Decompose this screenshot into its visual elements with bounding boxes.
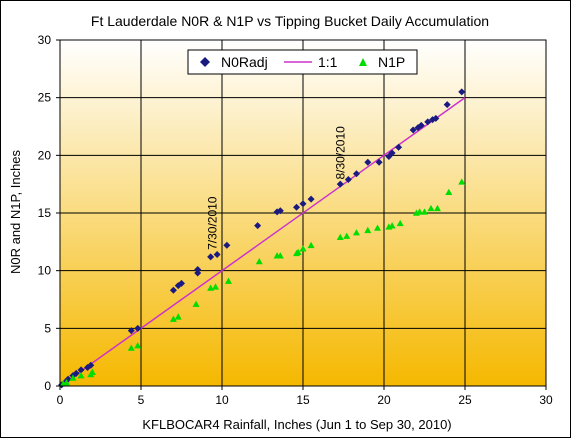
n1p-point — [134, 342, 142, 349]
n1p-point — [374, 224, 382, 231]
n1p-point — [212, 283, 220, 290]
legend-label-1to1: 1:1 — [318, 54, 338, 70]
n1p-point — [127, 344, 135, 351]
y-tick-label: 30 — [38, 33, 52, 47]
n0radj-point — [458, 88, 466, 96]
n1p-point — [174, 313, 182, 320]
n1p-point — [427, 204, 435, 212]
x-tick-label: 0 — [57, 393, 64, 407]
n1p-point — [224, 277, 232, 284]
y-tick-label: 0 — [44, 379, 51, 393]
legend-triangle-marker — [359, 58, 367, 66]
y-axis-label: N0R and N1P, Inches — [8, 149, 23, 274]
n0radj-point — [307, 195, 315, 203]
n1p-point — [352, 229, 360, 236]
n0radj-point — [417, 121, 425, 129]
annotations: 7/30/2010 8/30/2010 — [205, 126, 347, 250]
n1p-point — [169, 315, 177, 322]
n1p-point — [433, 204, 441, 212]
y-tick-label: 20 — [38, 148, 52, 162]
n1p-point — [192, 300, 200, 307]
n0radj-point — [169, 286, 177, 294]
x-tick-label: 15 — [296, 393, 310, 407]
legend-diamond-marker — [200, 57, 210, 67]
n1p-point — [276, 252, 284, 259]
n1p-point — [62, 379, 70, 386]
n0radj-point — [223, 241, 231, 249]
n0radj-point — [276, 207, 284, 215]
tick-labels: 0 5 10 15 20 25 30 0 5 10 15 20 25 30 — [38, 33, 553, 407]
n0radj-point — [443, 101, 451, 109]
n0radj-point — [388, 149, 396, 157]
n1p-point — [421, 208, 428, 215]
n1p-point — [336, 233, 344, 241]
y-tick-label: 5 — [44, 321, 51, 335]
n0radj-point — [178, 279, 185, 287]
n0radj-point — [72, 369, 80, 377]
n1p-point — [294, 248, 302, 256]
n1p-point — [445, 188, 453, 196]
y-tick-label: 10 — [38, 264, 52, 278]
legend: N0Radj 1:1 N1P — [187, 49, 418, 75]
n0radj-point — [344, 176, 352, 184]
n0radj-point — [424, 118, 432, 126]
n0radj-point — [254, 222, 262, 230]
date-annotation: 8/30/2010 — [333, 126, 347, 180]
n0radj-point — [409, 126, 417, 134]
n1p-point — [299, 245, 307, 252]
n0radj-point — [299, 200, 307, 208]
x-axis-label: KFLBOCAR4 Rainfall, Inches (Jun 1 to Sep… — [142, 417, 451, 432]
y-tick-label: 15 — [38, 206, 52, 220]
n0radj-point — [395, 143, 403, 151]
n0radj-point — [432, 114, 440, 122]
n1p-point — [396, 219, 404, 227]
chart-title: Ft Lauderdale N0R & N1P vs Tipping Bucke… — [91, 13, 489, 29]
n0radj-point — [336, 180, 344, 188]
y-tick-label: 25 — [38, 91, 52, 105]
n1p-point — [69, 374, 77, 381]
series-layer — [58, 88, 466, 389]
n1p-point — [307, 241, 315, 249]
n0radj-point — [127, 327, 135, 335]
n0radj-point — [293, 203, 301, 211]
x-tick-label: 30 — [539, 393, 553, 407]
n0radj-point — [207, 253, 215, 261]
n0radj-point — [375, 158, 383, 166]
n0radj-point — [213, 251, 221, 259]
legend-label-n0radj: N0Radj — [221, 54, 268, 70]
legend-label-n1p: N1P — [378, 54, 405, 70]
n0radj-point — [87, 361, 95, 369]
x-tick-label: 5 — [138, 393, 145, 407]
n1p-point — [388, 222, 396, 229]
n1p-point — [364, 226, 372, 234]
n0radj-point — [352, 170, 360, 178]
n1p-point — [458, 178, 466, 185]
n1p-point — [255, 257, 263, 265]
n1p-point — [77, 372, 85, 379]
date-annotation: 7/30/2010 — [205, 196, 219, 250]
n1p-point — [88, 368, 96, 375]
n0radj-point — [134, 324, 142, 332]
x-tick-label: 20 — [377, 393, 391, 407]
x-tick-label: 25 — [458, 393, 472, 407]
x-tick-label: 10 — [215, 393, 229, 407]
n0radj-point — [364, 158, 372, 166]
n0radj-point — [194, 266, 202, 274]
n0radj-point — [77, 366, 85, 374]
n1p-point — [343, 232, 351, 239]
n1p-point — [416, 208, 424, 215]
